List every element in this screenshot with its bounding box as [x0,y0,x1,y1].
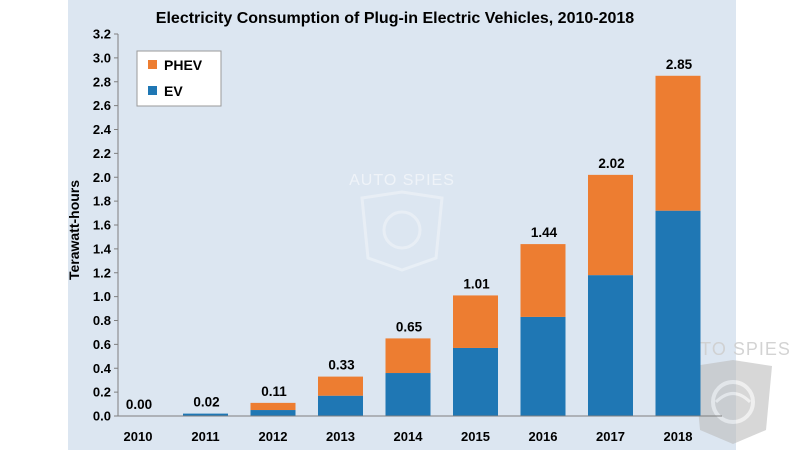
bar-phev-2012 [250,402,296,411]
bar-ev-2018 [655,210,701,416]
legend-label-ev: EV [164,83,183,99]
y-tick-label: 0.2 [93,385,111,400]
data-label-2013: 0.33 [328,358,355,373]
bar-phev-2013 [318,376,363,396]
y-tick-label: 2.0 [93,170,111,185]
bar-ev-2015 [453,347,498,416]
data-label-2010: 0.00 [126,397,152,412]
bar-phev-2015 [453,295,498,348]
x-axis: 2010 2011 2012 2013 2014 2015 2016 2017 2018 [118,415,722,444]
y-tick-label: 2.6 [93,98,111,113]
bar-phev-2018 [655,75,701,211]
bar-phev-2017 [588,174,633,276]
y-tick-label: 1.0 [93,289,111,304]
y-tick-label: 2.4 [93,122,112,137]
bar-ev-2016 [520,316,566,416]
bar-ev-2013 [318,395,363,416]
data-label-2011: 0.02 [193,395,219,410]
watermark-logo-corner [694,360,772,444]
y-axis-label: Terawatt-hours [66,180,82,280]
x-tick-label-2012: 2012 [259,429,288,444]
x-tick-label-2018: 2018 [664,429,693,444]
y-tick-label: 1.4 [93,241,112,256]
data-label-2015: 1.01 [463,276,490,291]
y-tick-label: 0.0 [93,409,111,424]
bar-ev-2017 [588,275,633,416]
watermark-logo [360,190,444,272]
y-tick-label: 2.2 [93,146,111,161]
y-tick-label: 0.6 [93,337,111,352]
watermark-text-corner: AUTO SPIES [673,339,791,359]
y-tick-label: 3.0 [93,50,111,65]
bar-phev-2014 [385,338,431,374]
x-tick-label-2014: 2014 [394,429,424,444]
y-axis: 0.0 0.2 0.4 0.6 0.8 1.0 1.2 1.4 1.6 1.8 2.0 2.2 2.4 2… [93,27,119,424]
data-label-2012: 0.11 [261,384,287,399]
data-label-2017: 2.02 [598,156,624,171]
y-tick-label: 1.8 [93,194,111,209]
y-tick-label: 1.6 [93,218,111,233]
x-tick-label-2013: 2013 [326,429,355,444]
y-tick-label: 1.2 [93,265,111,280]
watermark-text: AUTO SPIES [349,172,455,189]
bar-ev-2011 [183,413,228,416]
bar-phev-2016 [520,244,566,317]
data-label-2018: 2.85 [666,57,693,72]
y-tick-label: 3.2 [93,27,111,42]
x-tick-label-2016: 2016 [529,429,558,444]
legend: PHEV EV [136,50,222,107]
y-tick-label: 0.8 [93,313,111,328]
bar-ev-2012 [250,410,296,416]
x-tick-label-2015: 2015 [461,429,490,444]
data-label-2014: 0.65 [396,319,423,334]
bar-ev-2014 [385,373,431,416]
x-tick-label-2010: 2010 [124,429,153,444]
legend-label-phev: PHEV [164,57,203,73]
x-tick-label-2011: 2011 [191,429,219,444]
y-tick-label: 0.4 [93,361,112,376]
data-label-2016: 1.44 [531,225,558,240]
legend-swatch-phev [148,60,157,69]
chart-title: Electricity Consumption of Plug-in Elect… [156,10,634,27]
bars: 0.00 0.02 0.11 0.33 0.65 1.01 1.44 2.02 2.85 [126,57,701,416]
y-tick-label: 2.8 [93,74,111,89]
x-tick-label-2017: 2017 [596,429,625,444]
legend-swatch-ev [148,86,157,95]
